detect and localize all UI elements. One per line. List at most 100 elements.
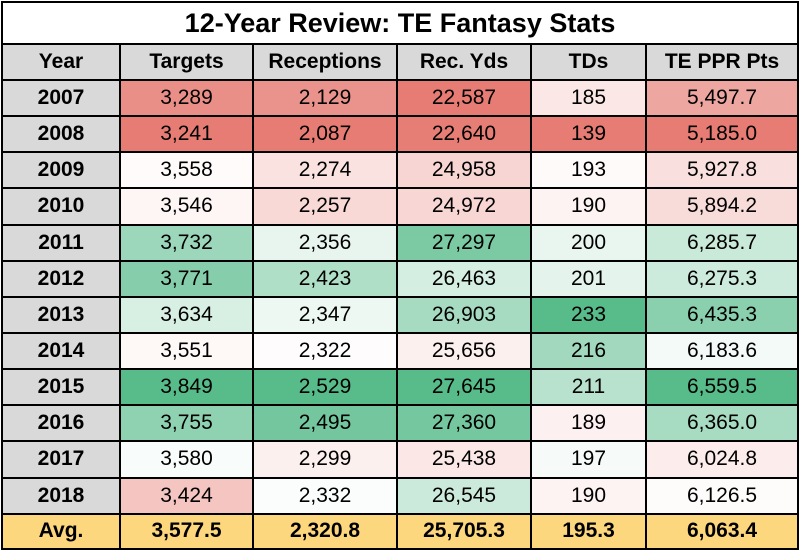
column-header: Receptions bbox=[252, 43, 398, 81]
value-cell: 6,024.8 bbox=[644, 440, 800, 479]
value-cell: 2,423 bbox=[252, 259, 398, 298]
year-cell: 2014 bbox=[1, 331, 121, 371]
value-cell: 26,545 bbox=[396, 476, 532, 515]
value-cell: 6,183.6 bbox=[644, 331, 800, 371]
table-row: 2018 3,424 2,332 26,545 190 6,126.5 bbox=[1, 476, 800, 515]
value-cell: 22,587 bbox=[396, 78, 532, 118]
table-row: 2007 3,289 2,129 22,587 185 5,497.7 bbox=[1, 78, 800, 118]
average-cell: 3,577.5 bbox=[119, 512, 254, 551]
table-row: 2009 3,558 2,274 24,958 193 5,927.8 bbox=[1, 151, 800, 190]
value-cell: 3,289 bbox=[119, 78, 254, 118]
value-cell: 25,438 bbox=[396, 440, 532, 479]
value-cell: 22,640 bbox=[396, 115, 532, 154]
year-cell: 2015 bbox=[1, 368, 121, 407]
value-cell: 2,332 bbox=[252, 476, 398, 515]
value-cell: 2,356 bbox=[252, 223, 398, 262]
header-row: Year Targets Receptions Rec. Yds TDs TE PPR P… bbox=[1, 43, 800, 81]
value-cell: 6,126.5 bbox=[644, 476, 800, 515]
value-cell: 201 bbox=[530, 259, 647, 298]
value-cell: 27,645 bbox=[396, 368, 532, 407]
value-cell: 6,275.3 bbox=[644, 259, 800, 298]
value-cell: 2,322 bbox=[252, 331, 398, 371]
value-cell: 6,435.3 bbox=[644, 295, 800, 334]
value-cell: 27,360 bbox=[396, 404, 532, 443]
value-cell: 2,087 bbox=[252, 115, 398, 154]
value-cell: 26,903 bbox=[396, 295, 532, 334]
year-cell: 2009 bbox=[1, 151, 121, 190]
value-cell: 27,297 bbox=[396, 223, 532, 262]
value-cell: 190 bbox=[530, 476, 647, 515]
value-cell: 193 bbox=[530, 151, 647, 190]
value-cell: 3,755 bbox=[119, 404, 254, 443]
average-cell: 25,705.3 bbox=[396, 512, 532, 551]
value-cell: 5,185.0 bbox=[644, 115, 800, 154]
value-cell: 5,894.2 bbox=[644, 187, 800, 226]
value-cell: 3,849 bbox=[119, 368, 254, 407]
average-cell: 6,063.4 bbox=[644, 512, 800, 551]
value-cell: 3,732 bbox=[119, 223, 254, 262]
year-cell: 2011 bbox=[1, 223, 121, 262]
year-cell: 2010 bbox=[1, 187, 121, 226]
year-cell: 2016 bbox=[1, 404, 121, 443]
value-cell: 3,771 bbox=[119, 259, 254, 298]
table-row: 2013 3,634 2,347 26,903 233 6,435.3 bbox=[1, 295, 800, 334]
value-cell: 2,257 bbox=[252, 187, 398, 226]
value-cell: 5,927.8 bbox=[644, 151, 800, 190]
value-cell: 26,463 bbox=[396, 259, 532, 298]
value-cell: 3,241 bbox=[119, 115, 254, 154]
table-body: 2007 3,289 2,129 22,587 185 5,497.7 2008 3,241 2… bbox=[1, 78, 800, 551]
year-cell: 2007 bbox=[1, 78, 121, 118]
value-cell: 190 bbox=[530, 187, 647, 226]
table-title: 12-Year Review: TE Fantasy Stats bbox=[0, 1, 800, 45]
value-cell: 2,529 bbox=[252, 368, 398, 407]
column-header: Targets bbox=[119, 43, 254, 81]
table-row: 2014 3,551 2,322 25,656 216 6,183.6 bbox=[1, 331, 800, 371]
value-cell: 233 bbox=[530, 295, 647, 334]
average-label: Avg. bbox=[1, 512, 121, 551]
average-cell: 195.3 bbox=[530, 512, 647, 551]
column-header: Year bbox=[1, 43, 121, 81]
value-cell: 3,558 bbox=[119, 151, 254, 190]
year-cell: 2017 bbox=[1, 440, 121, 479]
value-cell: 189 bbox=[530, 404, 647, 443]
value-cell: 216 bbox=[530, 331, 647, 371]
table-row: 2011 3,732 2,356 27,297 200 6,285.7 bbox=[1, 223, 800, 262]
value-cell: 2,347 bbox=[252, 295, 398, 334]
value-cell: 5,497.7 bbox=[644, 78, 800, 118]
column-header: TE PPR Pts bbox=[644, 43, 800, 81]
value-cell: 200 bbox=[530, 223, 647, 262]
value-cell: 3,580 bbox=[119, 440, 254, 479]
value-cell: 3,634 bbox=[119, 295, 254, 334]
table-row: 2017 3,580 2,299 25,438 197 6,024.8 bbox=[1, 440, 800, 479]
year-cell: 2012 bbox=[1, 259, 121, 298]
value-cell: 24,972 bbox=[396, 187, 532, 226]
table-row: 2015 3,849 2,529 27,645 211 6,559.5 bbox=[1, 368, 800, 407]
value-cell: 2,495 bbox=[252, 404, 398, 443]
value-cell: 3,424 bbox=[119, 476, 254, 515]
year-cell: 2013 bbox=[1, 295, 121, 334]
table-row: 2016 3,755 2,495 27,360 189 6,365.0 bbox=[1, 404, 800, 443]
value-cell: 6,365.0 bbox=[644, 404, 800, 443]
value-cell: 139 bbox=[530, 115, 647, 154]
value-cell: 24,958 bbox=[396, 151, 532, 190]
table-row: 2012 3,771 2,423 26,463 201 6,275.3 bbox=[1, 259, 800, 298]
value-cell: 2,129 bbox=[252, 78, 398, 118]
value-cell: 25,656 bbox=[396, 331, 532, 371]
column-header: TDs bbox=[530, 43, 647, 81]
value-cell: 6,559.5 bbox=[644, 368, 800, 407]
column-header: Rec. Yds bbox=[396, 43, 532, 81]
value-cell: 211 bbox=[530, 368, 647, 407]
average-cell: 2,320.8 bbox=[252, 512, 398, 551]
average-row: Avg. 3,577.5 2,320.8 25,705.3 195.3 6,063.4 bbox=[1, 512, 800, 551]
value-cell: 3,551 bbox=[119, 331, 254, 371]
table-row: 2010 3,546 2,257 24,972 190 5,894.2 bbox=[1, 187, 800, 226]
year-cell: 2018 bbox=[1, 476, 121, 515]
value-cell: 185 bbox=[530, 78, 647, 118]
value-cell: 197 bbox=[530, 440, 647, 479]
value-cell: 2,299 bbox=[252, 440, 398, 479]
value-cell: 6,285.7 bbox=[644, 223, 800, 262]
value-cell: 3,546 bbox=[119, 187, 254, 226]
table-row: 2008 3,241 2,087 22,640 139 5,185.0 bbox=[1, 115, 800, 154]
